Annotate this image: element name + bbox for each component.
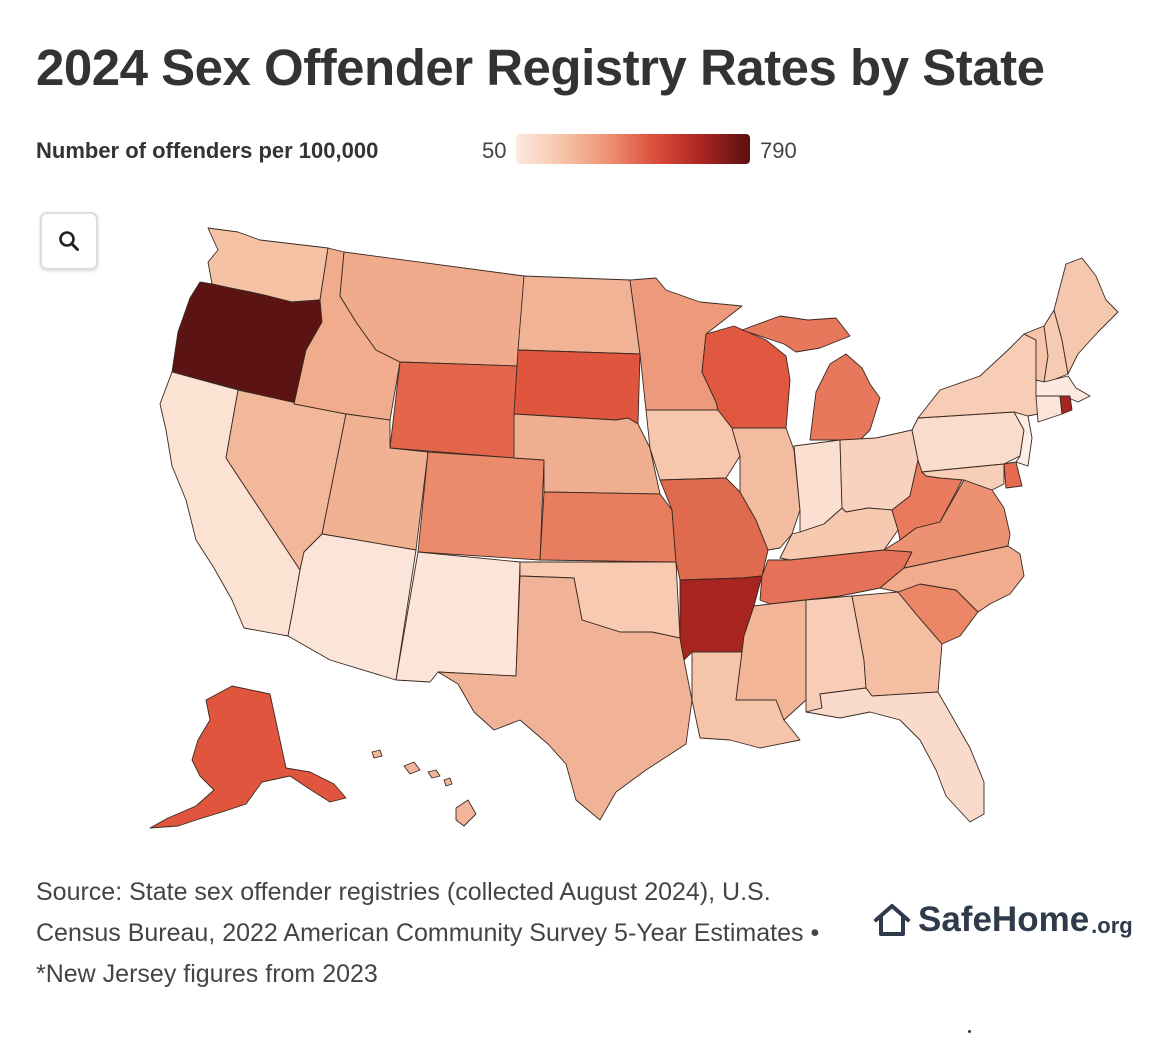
brand-name: SafeHome bbox=[918, 900, 1089, 940]
state-ri[interactable] bbox=[1060, 396, 1072, 414]
house-icon bbox=[872, 900, 912, 940]
state-ct[interactable] bbox=[1036, 396, 1062, 422]
legend-max-value: 790 bbox=[760, 138, 797, 164]
brand-tld: .org bbox=[1091, 913, 1133, 939]
state-hi[interactable] bbox=[372, 750, 476, 826]
state-ny[interactable] bbox=[918, 334, 1038, 418]
stray-dot bbox=[968, 1030, 971, 1033]
map-title: 2024 Sex Offender Registry Rates by Stat… bbox=[36, 38, 1044, 97]
state-pa[interactable] bbox=[912, 412, 1024, 472]
state-az[interactable] bbox=[288, 534, 416, 680]
state-wy[interactable] bbox=[390, 362, 518, 458]
state-co[interactable] bbox=[418, 452, 544, 560]
us-choropleth-map bbox=[0, 180, 1170, 840]
legend-label: Number of offenders per 100,000 bbox=[36, 138, 378, 164]
legend-min-value: 50 bbox=[482, 138, 506, 164]
state-sd[interactable] bbox=[514, 350, 640, 424]
brand-logo: SafeHome .org bbox=[872, 896, 1133, 944]
state-nm[interactable] bbox=[396, 552, 520, 682]
source-note: Source: State sex offender registries (c… bbox=[36, 872, 846, 995]
state-nd[interactable] bbox=[518, 276, 640, 354]
state-ks[interactable] bbox=[540, 492, 676, 562]
state-fl[interactable] bbox=[806, 688, 984, 822]
state-de[interactable] bbox=[1004, 462, 1022, 488]
legend-gradient-bar bbox=[516, 134, 750, 164]
state-ak[interactable] bbox=[150, 686, 346, 828]
color-legend: Number of offenders per 100,000 50 790 bbox=[36, 134, 836, 168]
